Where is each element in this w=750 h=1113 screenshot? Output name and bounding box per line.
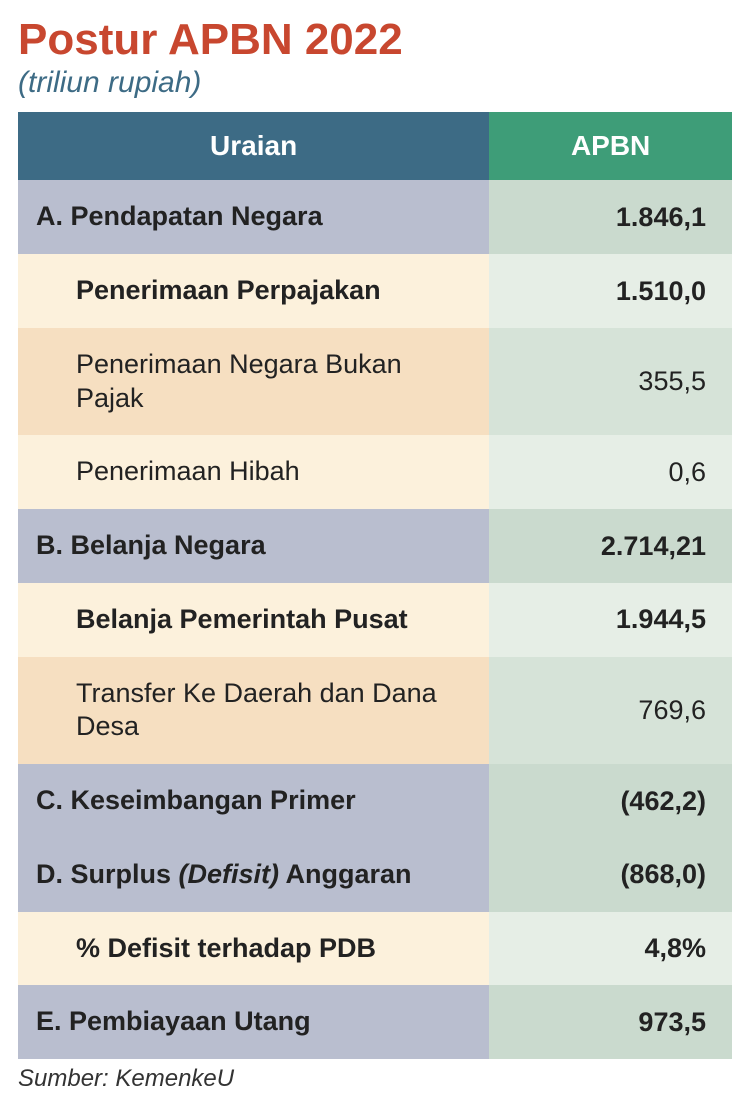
- row-label: C. Keseimbangan Primer: [18, 764, 489, 838]
- row-label: E. Pembiayaan Utang: [18, 985, 489, 1059]
- row-label: Belanja Pemerintah Pusat: [18, 583, 489, 657]
- row-value: 1.846,1: [489, 180, 732, 254]
- row-value: 973,5: [489, 985, 732, 1059]
- table-row: Belanja Pemerintah Pusat1.944,5: [18, 583, 732, 657]
- col-header-uraian: Uraian: [18, 112, 489, 180]
- apbn-table: Uraian APBN A. Pendapatan Negara1.846,1P…: [18, 112, 732, 1059]
- row-value: 1.510,0: [489, 254, 732, 328]
- table-row: A. Pendapatan Negara1.846,1: [18, 180, 732, 254]
- row-value: 0,6: [489, 435, 732, 509]
- table-row: Penerimaan Hibah0,6: [18, 435, 732, 509]
- page-subtitle: (triliun rupiah): [18, 66, 732, 100]
- row-label: Penerimaan Negara Bukan Pajak: [18, 328, 489, 436]
- row-value: 2.714,21: [489, 509, 732, 583]
- row-label: B. Belanja Negara: [18, 509, 489, 583]
- row-value: 1.944,5: [489, 583, 732, 657]
- row-value: 355,5: [489, 328, 732, 436]
- col-header-apbn: APBN: [489, 112, 732, 180]
- table-row: Transfer Ke Daerah dan Dana Desa769,6: [18, 657, 732, 765]
- table-row: E. Pembiayaan Utang973,5: [18, 985, 732, 1059]
- page-title: Postur APBN 2022: [18, 16, 732, 64]
- row-label: Penerimaan Perpajakan: [18, 254, 489, 328]
- row-value: 769,6: [489, 657, 732, 765]
- table-header-row: Uraian APBN: [18, 112, 732, 180]
- table-row: C. Keseimbangan Primer(462,2): [18, 764, 732, 838]
- table-body: A. Pendapatan Negara1.846,1Penerimaan Pe…: [18, 180, 732, 1059]
- row-value: 4,8%: [489, 912, 732, 986]
- table-row: % Defisit terhadap PDB4,8%: [18, 912, 732, 986]
- row-value: (462,2): [489, 764, 732, 838]
- table-row: B. Belanja Negara2.714,21: [18, 509, 732, 583]
- table-row: D. Surplus (Defisit) Anggaran(868,0): [18, 838, 732, 912]
- table-row: Penerimaan Negara Bukan Pajak355,5: [18, 328, 732, 436]
- row-label: D. Surplus (Defisit) Anggaran: [18, 838, 489, 912]
- row-label: Penerimaan Hibah: [18, 435, 489, 509]
- row-label: A. Pendapatan Negara: [18, 180, 489, 254]
- row-value: (868,0): [489, 838, 732, 912]
- table-row: Penerimaan Perpajakan1.510,0: [18, 254, 732, 328]
- row-label: % Defisit terhadap PDB: [18, 912, 489, 986]
- row-label: Transfer Ke Daerah dan Dana Desa: [18, 657, 489, 765]
- source-note: Sumber: KemenkeU: [18, 1065, 732, 1093]
